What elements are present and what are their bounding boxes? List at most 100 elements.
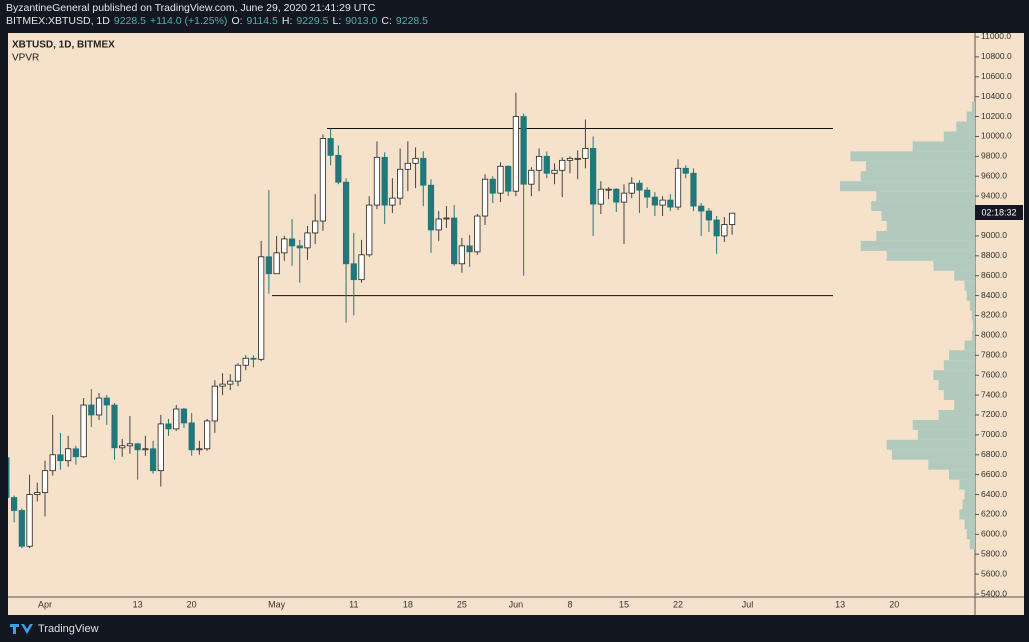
volume-bar <box>860 171 975 182</box>
candle-body <box>65 448 72 462</box>
candle-body <box>690 172 697 207</box>
y-tick-label: 7000.0 <box>981 429 1007 439</box>
volume-bar <box>881 211 975 221</box>
volume-bar <box>860 240 975 251</box>
candle-body <box>528 169 535 185</box>
volume-bar <box>972 320 975 331</box>
candle-body <box>566 157 574 161</box>
candle-body <box>342 181 350 265</box>
x-tick-label: Apr <box>38 599 52 609</box>
y-tick-label: 8600.0 <box>981 270 1007 280</box>
candle-body <box>636 182 643 191</box>
candle-body <box>713 219 720 237</box>
volume-bar <box>969 300 975 311</box>
candle-body <box>728 212 736 225</box>
candle-body <box>543 155 550 174</box>
volume-bar <box>959 479 975 490</box>
volume-bar <box>964 519 975 530</box>
candle-body <box>605 188 612 191</box>
symbol-legend: XBTUSD, 1D, BITMEX <box>12 40 115 51</box>
y-tick-label: 10400.0 <box>981 91 1012 101</box>
candle-body <box>103 397 110 406</box>
header: ByzantineGeneral published on TradingVie… <box>6 2 428 28</box>
y-tick-label: 6400.0 <box>981 489 1007 499</box>
candle-body <box>597 188 604 205</box>
candle-body <box>72 448 79 458</box>
volume-bar <box>971 310 975 321</box>
y-tick-label: 7200.0 <box>981 409 1007 419</box>
candle-body <box>296 245 303 249</box>
candle-body <box>620 192 628 203</box>
candle-body <box>397 168 404 199</box>
ohlc-value: 9013.0 <box>345 15 378 27</box>
y-tick-label: 7600.0 <box>981 369 1007 379</box>
volume-bar <box>938 409 975 420</box>
ohlc-value: 9228.5 <box>395 15 429 27</box>
change: +114.0 (+1.25%) <box>149 15 228 27</box>
candle-body <box>211 385 218 422</box>
candle-body <box>234 364 242 382</box>
volume-profile <box>840 101 975 550</box>
volume-bar <box>966 529 975 540</box>
candle-body <box>49 454 56 472</box>
candle-body <box>288 238 296 247</box>
volume-bar <box>943 131 975 142</box>
candle-body <box>481 178 489 217</box>
candle-body <box>574 157 581 160</box>
candle-body <box>242 357 249 366</box>
candle-body <box>489 178 496 194</box>
candle-body <box>265 256 272 275</box>
volume-bar <box>876 230 975 241</box>
candle-body <box>204 420 211 450</box>
volume-bar <box>891 449 975 460</box>
volume-bar <box>964 280 975 291</box>
candle-body <box>458 245 465 265</box>
y-tick-label: 11000.0 <box>981 31 1011 41</box>
candle-body <box>80 404 87 458</box>
candle-body <box>667 199 674 208</box>
footer-bar <box>0 615 1029 642</box>
author-line: ByzantineGeneral published on TradingVie… <box>6 2 376 14</box>
y-tick-label: 9400.0 <box>981 190 1007 200</box>
volume-bar <box>954 270 975 281</box>
y-tick-label: 8800.0 <box>981 250 1007 260</box>
x-tick-label: 8 <box>567 599 572 609</box>
ohlc-value: 9114.5 <box>246 15 278 27</box>
volume-bar <box>928 459 975 470</box>
ohlc-value: 9229.5 <box>296 15 329 27</box>
y-tick-label: 8200.0 <box>981 310 1007 320</box>
candles <box>8 92 833 549</box>
x-tick-label: 11 <box>349 599 358 609</box>
x-tick-label: May <box>268 599 286 609</box>
ohlc-label: C: <box>381 15 392 27</box>
candle-body <box>26 494 33 547</box>
candle-body <box>551 169 558 174</box>
candle-body <box>497 165 504 194</box>
y-tick-label: 8000.0 <box>981 330 1007 340</box>
candle-body <box>173 408 180 430</box>
candle-body <box>119 445 126 449</box>
candle-body <box>512 116 520 192</box>
candle-body <box>157 423 164 472</box>
volume-bar <box>966 290 975 301</box>
volume-bar <box>943 390 975 401</box>
y-tick-label: 10200.0 <box>981 111 1012 121</box>
y-tick-label: 8400.0 <box>981 290 1007 300</box>
volume-bar <box>876 191 975 202</box>
y-tick-label: 10800.0 <box>981 51 1012 61</box>
candle-body <box>535 155 543 171</box>
candle-body <box>389 197 396 206</box>
y-tick-label: 6000.0 <box>981 529 1007 539</box>
indicator-legend: VPVR <box>12 53 39 64</box>
y-tick-label: 6200.0 <box>981 509 1007 519</box>
candle-body <box>258 256 265 360</box>
candle-body <box>358 254 365 281</box>
volume-bar <box>971 330 975 341</box>
volume-bar <box>933 260 975 271</box>
candle-body <box>366 204 373 256</box>
volume-bar <box>886 221 975 231</box>
candle-body <box>698 205 705 212</box>
y-tick-label: 10600.0 <box>981 71 1012 81</box>
volume-bar <box>971 101 975 112</box>
